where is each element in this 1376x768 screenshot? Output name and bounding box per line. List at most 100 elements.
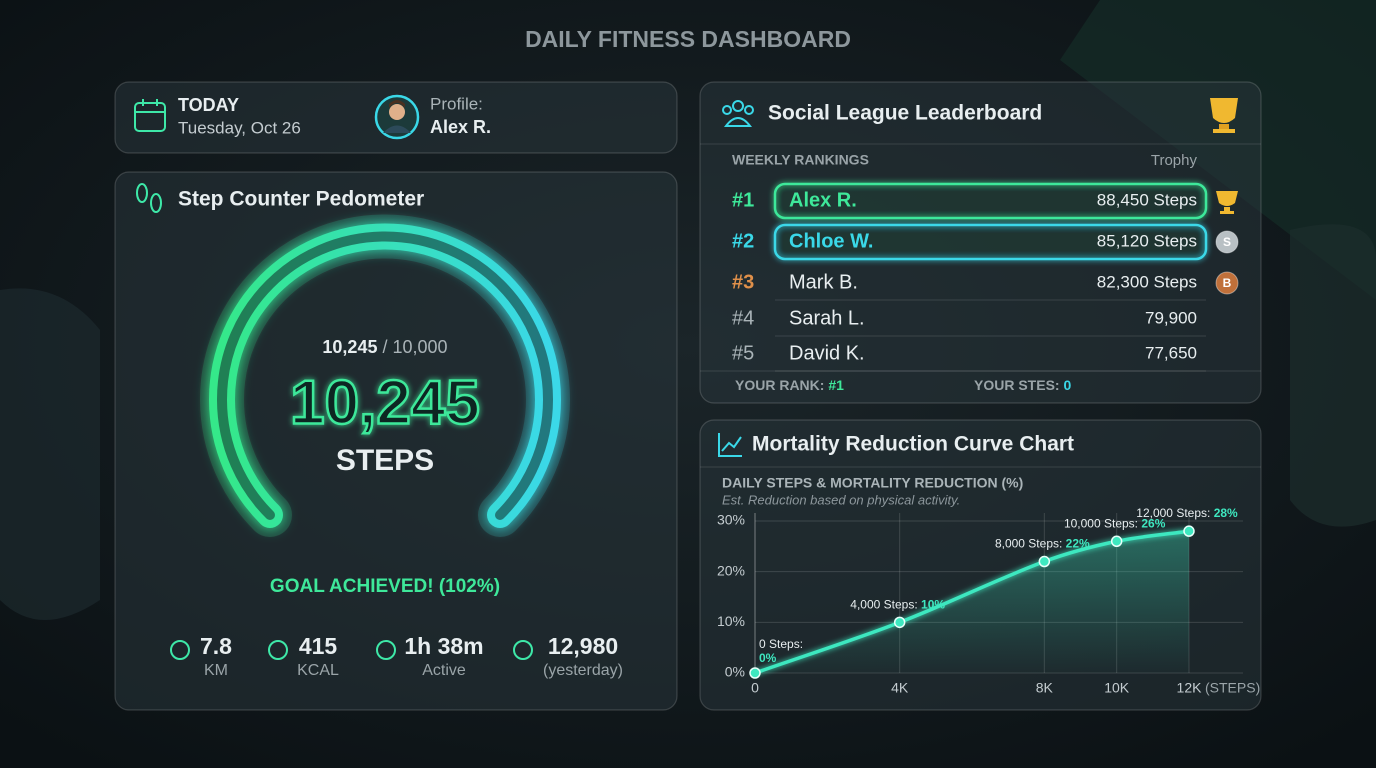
calendar-icon <box>134 99 166 132</box>
big-steps: 10,245 <box>290 368 480 437</box>
medal <box>1215 271 1239 295</box>
curve <box>754 529 1190 675</box>
point-label: 0 Steps: <box>759 637 803 651</box>
x-tick-label: 10K <box>1104 680 1130 696</box>
player-name[interactable]: Chloe W. <box>789 230 873 252</box>
stat-value: 1h 38m <box>404 633 483 659</box>
rank: #5 <box>732 342 754 364</box>
stat-label: KM <box>204 662 228 679</box>
rank-label: YOUR RANK: <box>735 377 824 393</box>
goal: 10,000 <box>393 337 448 357</box>
point <box>1038 555 1051 568</box>
your-steps: YOUR STES: 0 <box>974 377 1071 393</box>
chart-panel-title: Mortality Reduction Curve Chart <box>752 433 1074 456</box>
page-title: DAILY FITNESS DASHBOARD <box>525 26 851 52</box>
player-name[interactable]: Mark B. <box>789 271 858 293</box>
trophy-icon <box>1210 98 1238 133</box>
player-steps: 82,300 Steps <box>1097 272 1197 291</box>
trend-icon <box>718 433 742 457</box>
x-tick-label: 0 <box>751 680 759 696</box>
x-tick-label: 8K <box>1036 680 1054 696</box>
trophy <box>1216 191 1238 214</box>
medal-letter: B <box>1223 276 1232 290</box>
stat-label: (yesterday) <box>543 662 623 679</box>
player-steps: 85,120 Steps <box>1097 231 1197 250</box>
y-tick-label: 30% <box>717 512 745 528</box>
point-label: 4,000 Steps: <box>850 598 917 612</box>
today-date: Tuesday, Oct 26 <box>178 118 301 137</box>
decor <box>0 288 100 620</box>
point <box>1183 525 1195 537</box>
point <box>749 667 761 679</box>
annotation: 8,000 Steps: 22% <box>995 537 1090 551</box>
point-label: 8,000 Steps: <box>995 537 1062 551</box>
stat-icon <box>170 640 190 660</box>
stat-icon <box>268 640 288 660</box>
profile-name[interactable]: Alex R. <box>430 117 491 137</box>
highlight <box>773 182 1208 220</box>
player-steps: 79,900 <box>1145 308 1197 327</box>
stat-label: KCAL <box>297 662 339 679</box>
chart-subtitle: Est. Reduction based on physical activit… <box>722 492 960 507</box>
leaderboard-title: Social League Leaderboard <box>768 102 1042 125</box>
people-icon <box>722 100 754 127</box>
profile-label: Profile: <box>430 94 483 113</box>
rank: #3 <box>732 271 754 293</box>
annotation: 4,000 Steps: 10% <box>850 598 945 612</box>
plot: 0%10%20%30%0 4K 8K 10K 12K (STEPS)0 Steps:0%4… <box>717 506 1260 695</box>
value-label: 28% <box>1214 506 1238 520</box>
gauge-inner <box>217 231 553 520</box>
steps: 10,245 <box>322 337 377 357</box>
steps-value: 0 <box>1063 377 1071 393</box>
leaderboard-rows: #1 Alex R. 88,450 Steps #2 Chloe W. 85,120 St… <box>732 182 1239 372</box>
annotation: 12,000 Steps: 28% <box>1136 506 1238 520</box>
area <box>755 531 1189 673</box>
steps-unit: STEPS <box>336 444 434 477</box>
rank: #1 <box>732 189 754 211</box>
goal-status: GOAL ACHIEVED! (102%) <box>270 576 500 597</box>
today-label: TODAY <box>178 95 239 115</box>
value-label: 22% <box>1066 537 1090 551</box>
player-steps: 77,650 <box>1145 343 1197 362</box>
annotation: 10,000 Steps: 26% <box>1064 516 1166 530</box>
x-tick-label: 4K <box>891 680 909 696</box>
highlight <box>773 223 1208 261</box>
your-rank: YOUR RANK: #1 <box>735 377 844 393</box>
chart-title: DAILY STEPS & MORTALITY REDUCTION (%) <box>722 475 1023 491</box>
player-name[interactable]: David K. <box>789 342 865 364</box>
point <box>893 616 906 629</box>
step-progress: 10,245 / 10,000 <box>322 337 447 357</box>
stat-label: Active <box>422 662 466 679</box>
player-steps: 88,450 Steps <box>1097 190 1197 209</box>
medal-letter: S <box>1223 235 1231 249</box>
value-label: 26% <box>1141 516 1165 530</box>
stats: 7.8 KM 415 KCAL 1h 38m Active 12,980 (yesterday… <box>170 633 623 679</box>
x-axis-label: (STEPS) <box>1205 680 1260 696</box>
player-name[interactable]: Sarah L. <box>789 307 865 329</box>
rank: #2 <box>732 230 754 252</box>
y-tick-label: 20% <box>717 562 745 578</box>
stat-icon <box>376 640 396 660</box>
avatar[interactable] <box>374 94 420 140</box>
point <box>1110 535 1123 548</box>
x-tick-label: 12K <box>1177 680 1203 696</box>
value-label: 0% <box>759 651 777 665</box>
stat-value: 415 <box>299 633 338 659</box>
stat-value: 12,980 <box>548 633 618 659</box>
separator: / <box>382 337 387 357</box>
column-rank: WEEKLY RANKINGS <box>732 152 869 168</box>
steps-label: YOUR STES: <box>974 377 1060 393</box>
player-name[interactable]: Alex R. <box>789 189 857 211</box>
medal <box>1215 230 1239 254</box>
stat-value: 7.8 <box>200 633 232 659</box>
stat-icon <box>513 640 533 660</box>
decor <box>1290 224 1376 527</box>
footprint-icon <box>136 183 162 213</box>
pedometer-title: Step Counter Pedometer <box>178 188 424 211</box>
rank-value: #1 <box>828 377 844 393</box>
point-label: 12,000 Steps: <box>1136 506 1210 520</box>
y-tick-label: 0% <box>725 664 745 680</box>
value-label: 10% <box>921 598 945 612</box>
